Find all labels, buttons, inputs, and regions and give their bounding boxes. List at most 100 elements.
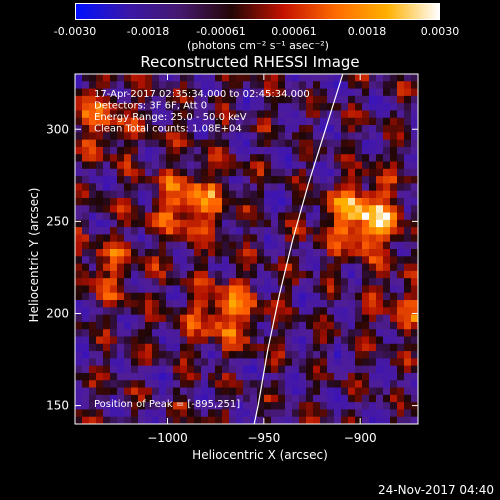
heatmap-cell xyxy=(362,300,370,308)
heatmap-cell xyxy=(327,292,335,301)
heatmap-cell xyxy=(208,351,216,359)
heatmap-cell xyxy=(229,205,237,213)
heatmap-cell xyxy=(194,190,202,199)
heatmap-cell xyxy=(299,132,307,141)
heatmap-cell xyxy=(215,314,223,323)
heatmap-cell xyxy=(194,110,202,119)
heatmap-cell xyxy=(257,95,265,104)
heatmap-cell xyxy=(138,219,146,228)
heatmap-cell xyxy=(103,183,111,192)
heatmap-cell xyxy=(369,168,377,177)
heatmap-cell xyxy=(397,402,405,410)
heatmap-cell xyxy=(243,321,251,330)
heatmap-cell xyxy=(75,161,83,170)
heatmap-cell xyxy=(320,176,328,184)
heatmap-cell xyxy=(348,139,356,148)
heatmap-cell xyxy=(173,351,181,359)
heatmap-cell xyxy=(299,197,307,206)
heatmap-cell xyxy=(89,110,97,119)
heatmap-cell xyxy=(334,197,342,206)
heatmap-cell xyxy=(250,183,258,192)
heatmap-cell xyxy=(306,263,314,272)
heatmap-cell xyxy=(292,249,300,257)
heatmap-cell xyxy=(362,154,370,162)
heatmap-cell xyxy=(75,329,83,337)
heatmap-cell xyxy=(145,183,153,192)
heatmap-cell xyxy=(383,212,391,221)
heatmap-cell xyxy=(390,409,398,418)
heatmap-cell xyxy=(313,292,321,301)
heatmap-cell xyxy=(320,183,328,192)
heatmap-cell xyxy=(117,351,125,359)
heatmap-cell xyxy=(334,88,342,97)
heatmap-cell xyxy=(264,358,272,367)
heatmap-cell xyxy=(229,154,237,162)
heatmap-cell xyxy=(376,227,384,235)
heatmap-cell xyxy=(159,74,167,82)
heatmap-cell xyxy=(145,197,153,206)
heatmap-cell xyxy=(173,219,181,228)
heatmap-cell xyxy=(194,358,202,367)
heatmap-cell xyxy=(173,263,181,272)
heatmap-cell xyxy=(117,190,125,199)
heatmap-cell xyxy=(411,358,419,367)
heatmap-cell xyxy=(131,321,139,330)
heatmap-cell xyxy=(390,263,398,272)
heatmap-cell xyxy=(152,95,160,104)
heatmap-cell xyxy=(278,241,286,250)
heatmap-cell xyxy=(173,394,181,403)
heatmap-cell xyxy=(180,219,188,228)
heatmap-cell xyxy=(334,190,342,199)
heatmap-cell xyxy=(236,292,244,301)
heatmap-cell xyxy=(299,146,307,155)
heatmap-cell xyxy=(355,314,363,323)
heatmap-cell xyxy=(82,329,90,337)
heatmap-cell xyxy=(110,329,118,337)
heatmap-cell xyxy=(369,402,377,410)
heatmap-cell xyxy=(138,278,146,286)
heatmap-cell xyxy=(362,219,370,228)
heatmap-cell xyxy=(264,103,272,111)
heatmap-cell xyxy=(320,205,328,213)
heatmap-cell xyxy=(362,176,370,184)
heatmap-cell xyxy=(173,270,181,279)
heatmap-cell xyxy=(103,161,111,170)
heatmap-cell xyxy=(404,278,412,286)
heatmap-cell xyxy=(124,110,132,119)
heatmap-cell xyxy=(103,205,111,213)
heatmap-cell xyxy=(166,81,174,89)
heatmap-cell xyxy=(173,154,181,162)
heatmap-cell xyxy=(194,409,202,418)
heatmap-cell xyxy=(201,190,209,199)
heatmap-cell xyxy=(145,285,153,294)
heatmap-cell xyxy=(313,394,321,403)
heatmap-cell xyxy=(236,183,244,192)
heatmap-cell xyxy=(152,402,160,410)
heatmap-cell xyxy=(376,139,384,148)
heatmap-cell xyxy=(152,270,160,279)
heatmap-cell xyxy=(271,219,279,228)
heatmap-cell xyxy=(411,307,419,316)
heatmap-cell xyxy=(75,197,83,206)
heatmap-cell xyxy=(110,146,118,155)
heatmap-cell xyxy=(285,168,293,177)
heatmap-cell xyxy=(404,81,412,89)
heatmap-cell xyxy=(390,168,398,177)
heatmap-cell xyxy=(117,365,125,374)
heatmap-cell xyxy=(131,227,139,235)
heatmap-cell xyxy=(341,197,349,206)
heatmap-cell xyxy=(299,278,307,286)
heatmap-cell xyxy=(229,416,237,425)
heatmap-cell xyxy=(222,314,230,323)
heatmap-cell xyxy=(306,154,314,162)
heatmap-cell xyxy=(271,321,279,330)
heatmap-cell xyxy=(166,146,174,155)
heatmap-cell xyxy=(131,161,139,170)
heatmap-cell xyxy=(355,110,363,119)
heatmap-cell xyxy=(306,314,314,323)
x-tick-label: −900 xyxy=(344,431,377,445)
heatmap-cell xyxy=(369,307,377,316)
heatmap-cell xyxy=(145,110,153,119)
heatmap-cell xyxy=(411,372,419,381)
heatmap-cell xyxy=(75,416,83,425)
